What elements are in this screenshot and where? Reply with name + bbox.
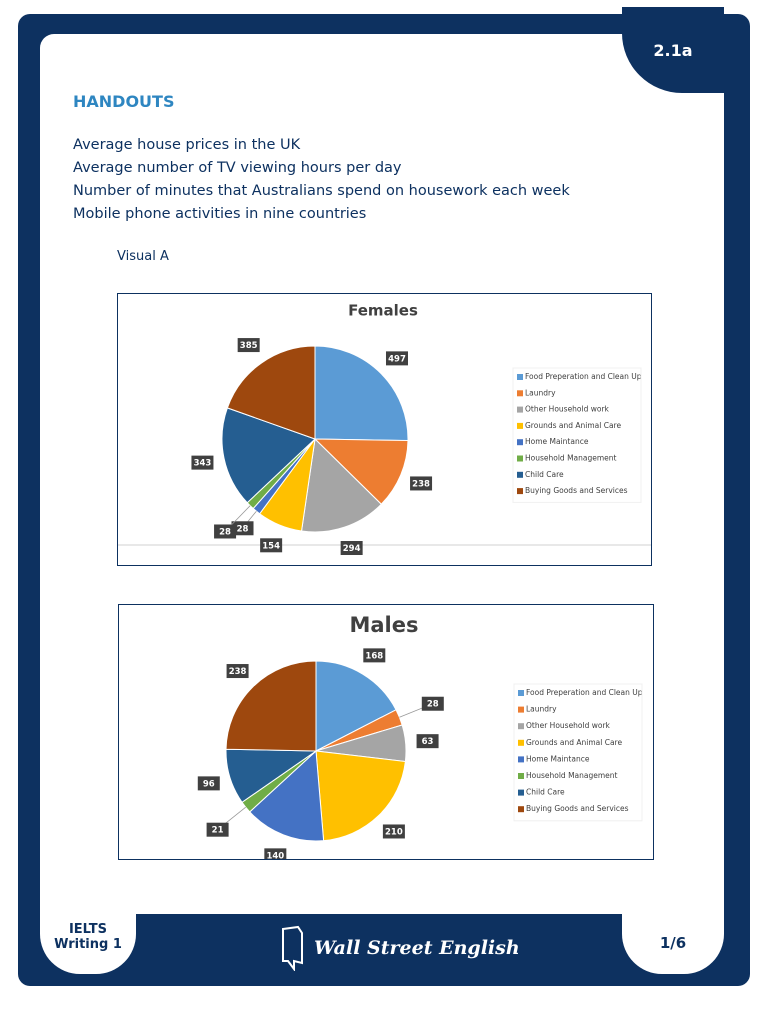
data-label: 140 [266, 851, 284, 860]
legend-swatch [517, 390, 523, 397]
data-label-box [416, 734, 439, 749]
data-label-box [382, 824, 405, 839]
heading: HANDOUTS [73, 92, 175, 111]
brand: Wall Street English [280, 922, 520, 974]
legend-swatch [517, 439, 523, 446]
visual-label: Visual A [117, 249, 169, 264]
legend-label: Other Household work [526, 721, 611, 730]
chart: Males 168 Food Preperation and Clean Up 28 L… [118, 604, 654, 860]
chart-title: Females [348, 302, 418, 320]
data-label-box [385, 351, 408, 366]
data-label-box [226, 664, 249, 679]
data-label: 28 [237, 524, 249, 534]
legend-label: Laundry [525, 388, 556, 397]
data-label-box [421, 696, 444, 711]
data-label: 238 [229, 667, 247, 677]
legend-label: Buying Goods and Services [525, 486, 628, 495]
legend-swatch [518, 690, 524, 696]
pie-slice [315, 750, 406, 842]
page-number: 1/6 [622, 912, 724, 974]
legend-swatch [517, 422, 523, 429]
data-label-box [264, 848, 287, 859]
course-label: IELTS Writing 1 [40, 912, 136, 974]
legend-label: Laundry [526, 705, 557, 714]
data-label: 343 [194, 459, 212, 469]
legend-swatch [518, 756, 524, 763]
pie-slice [300, 437, 383, 533]
legend-label: Home Maintance [525, 437, 589, 446]
data-label-box [260, 538, 283, 553]
legend-swatch [518, 773, 524, 779]
data-label-box [206, 822, 229, 837]
pie-slice [313, 438, 409, 505]
list-item: Average number of TV viewing hours per d… [73, 160, 402, 176]
legend-label: Grounds and Animal Care [525, 421, 621, 430]
pie-slice [314, 345, 409, 442]
legend-swatch [518, 706, 524, 713]
data-label-box [197, 776, 220, 791]
data-label: 154 [262, 541, 280, 551]
legend-swatch [517, 455, 523, 462]
legend-swatch [517, 471, 523, 478]
legend-swatch [518, 806, 524, 813]
legend-box [513, 683, 643, 822]
pie-slice [315, 660, 397, 752]
legend-swatch [518, 739, 524, 746]
data-label-box [231, 521, 254, 536]
data-label: 96 [203, 779, 215, 789]
list-item: Number of minutes that Australians spend… [73, 183, 570, 199]
list-item: Average house prices in the UK [73, 137, 301, 153]
legend-swatch [518, 789, 524, 796]
pie-slice [221, 407, 316, 504]
legend-label: Household Management [525, 454, 617, 463]
legend-label: Food Preperation and Clean Up [525, 372, 642, 381]
course-line: Writing 1 [54, 937, 122, 952]
data-label: 21 [212, 826, 224, 836]
data-label-box [214, 524, 237, 539]
legend-box [512, 367, 642, 503]
brand-icon [282, 925, 303, 971]
pie-slice [226, 345, 316, 440]
brand-name: Wall Street English [314, 937, 520, 959]
legend-label: Home Maintance [526, 754, 590, 763]
course-line: IELTS [68, 922, 108, 937]
legend-label: Child Care [526, 788, 565, 797]
data-label: 63 [422, 737, 434, 747]
data-label: 497 [388, 354, 406, 364]
data-label-box [363, 648, 386, 663]
data-label-box [340, 541, 363, 556]
data-label: 238 [412, 479, 430, 489]
legend-label: Buying Goods and Services [526, 804, 629, 813]
legend-label: Household Management [526, 771, 618, 780]
legend-label: Other Household work [525, 405, 610, 414]
data-label: 168 [365, 651, 383, 661]
list-item: Mobile phone activities in nine countrie… [73, 206, 367, 222]
pie-slice [225, 660, 317, 752]
data-label: 385 [240, 341, 258, 351]
legend-label: Child Care [525, 470, 564, 479]
legend-swatch [517, 488, 523, 495]
data-label: 28 [219, 527, 231, 537]
chart: Females 497 Food Preperation and Clean Up 2… [117, 293, 652, 566]
legend-swatch [518, 723, 524, 730]
legend-swatch [517, 406, 523, 413]
data-label-box [410, 476, 433, 491]
legend-label: Food Preperation and Clean Up [526, 688, 643, 697]
legend-label: Grounds and Animal Care [526, 738, 622, 747]
data-label: 210 [385, 827, 403, 837]
data-label: 28 [427, 700, 439, 710]
legend-swatch [517, 374, 523, 380]
pie-slice [249, 749, 325, 842]
data-label-box [191, 455, 214, 470]
chart-title: Males [349, 613, 418, 637]
data-label: 294 [343, 544, 361, 554]
data-label-box [237, 338, 260, 353]
